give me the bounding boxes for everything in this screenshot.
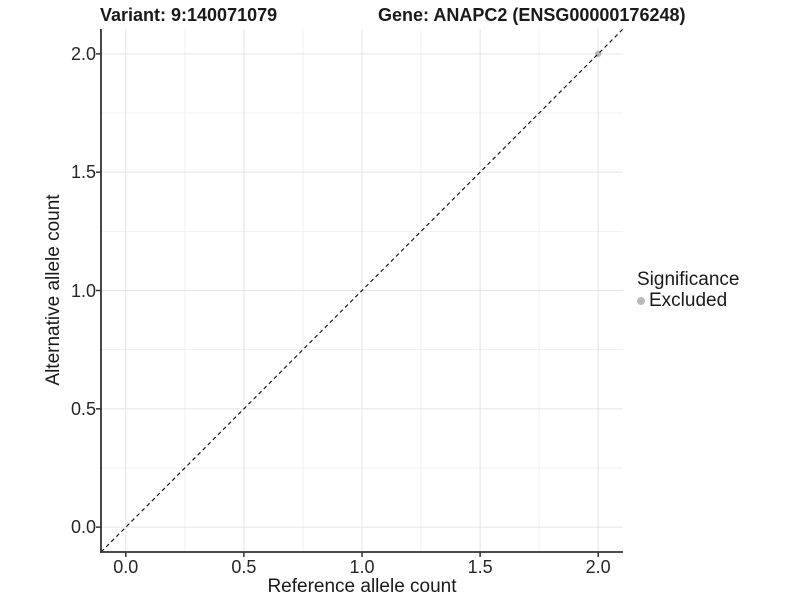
legend-item-excluded: Excluded [637, 291, 739, 311]
x-tick-label: 0.5 [231, 557, 257, 577]
y-tick-label: 0.0 [70, 517, 96, 538]
x-tick-label: 2.0 [585, 557, 611, 577]
x-tick-label: 0.0 [113, 557, 139, 577]
y-tick-label: 1.5 [70, 162, 96, 183]
y-axis-title: Alternative allele count [43, 194, 64, 386]
plot-title-gene: Gene: ANAPC2 (ENSG00000176248) [378, 5, 686, 25]
legend-item-label: Excluded [649, 290, 728, 311]
legend-title: Significance [637, 269, 740, 290]
legend: Significance Excluded [637, 269, 739, 311]
legend-point-icon [637, 297, 645, 305]
plot-title-variant: Variant: 9:140071079 [100, 5, 278, 25]
y-tick-label: 2.0 [70, 43, 96, 64]
x-tick-label: 1.0 [349, 557, 375, 577]
y-tick-label: 0.5 [70, 398, 96, 419]
x-axis-title: Reference allele count [267, 576, 457, 597]
identity-reference-line [100, 28, 624, 553]
x-tick-label: 1.5 [467, 557, 493, 577]
y-tick-label: 1.0 [70, 280, 96, 301]
